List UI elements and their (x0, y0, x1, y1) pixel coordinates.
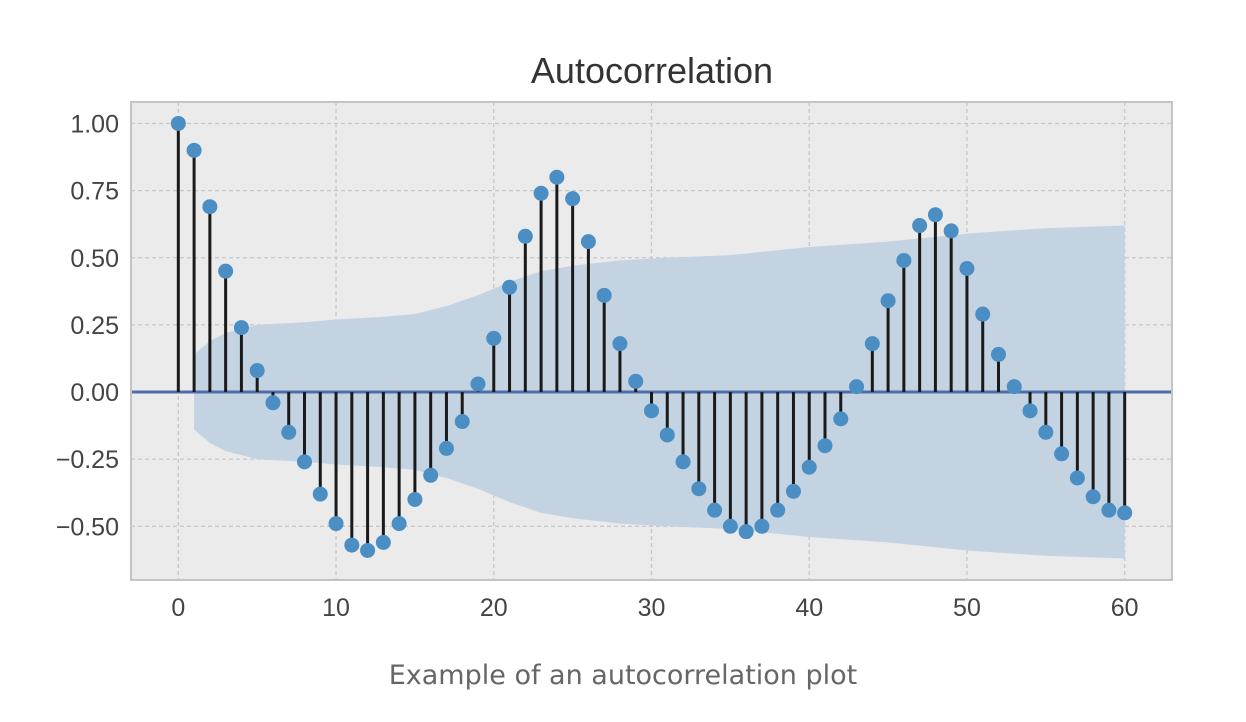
y-tick-label: −0.25 (56, 446, 119, 474)
marker-lag-22 (517, 228, 533, 244)
marker-lag-11 (344, 537, 360, 553)
marker-lag-48 (927, 207, 943, 223)
figure-caption: Example of an autocorrelation plot (388, 660, 858, 691)
x-tick-label: 50 (953, 594, 981, 622)
stems (176, 123, 1127, 551)
marker-lag-51 (975, 306, 991, 322)
marker-lag-7 (281, 424, 297, 440)
y-axis-ticks: 1.00 0.75 0.50 0.25 0.00 −0.25 −0.50 (56, 110, 119, 541)
marker-lag-50 (959, 260, 975, 276)
marker-lag-49 (943, 223, 959, 239)
x-tick-label: 60 (1111, 594, 1139, 622)
marker-lag-37 (754, 518, 770, 534)
marker-lag-31 (659, 427, 675, 443)
marker-lag-54 (1022, 403, 1038, 419)
marker-lag-34 (707, 502, 723, 518)
marker-lag-53 (1006, 379, 1022, 395)
marker-lag-60 (1117, 505, 1133, 521)
x-tick-label: 30 (638, 594, 666, 622)
marker-lag-46 (896, 252, 912, 268)
marker-lag-56 (1054, 446, 1070, 462)
y-tick-label: 0.75 (70, 178, 119, 206)
x-axis-ticks: 0 10 20 30 40 50 60 (171, 594, 1138, 622)
marker-lag-39 (785, 483, 801, 499)
marker-lag-30 (644, 403, 659, 419)
marker-lag-14 (391, 516, 407, 532)
marker-lag-16 (423, 467, 439, 483)
marker-lag-17 (438, 440, 454, 456)
marker-lag-36 (738, 524, 754, 540)
marker-lag-27 (596, 287, 612, 303)
autocorrelation-chart: Autocorrelation 1.00 0.75 0.50 0.25 0.00 −0.2… (56, 50, 1173, 622)
marker-lag-10 (328, 516, 344, 532)
marker-lag-52 (991, 346, 1006, 362)
y-tick-label: 1.00 (70, 110, 119, 138)
chart-title: Autocorrelation (531, 50, 773, 91)
marker-lag-32 (675, 454, 691, 470)
marker-lag-43 (849, 379, 865, 395)
x-tick-label: 10 (322, 594, 350, 622)
marker-lag-9 (312, 486, 328, 502)
marker-lag-57 (1069, 470, 1085, 486)
y-tick-label: −0.50 (56, 513, 119, 541)
x-tick-label: 0 (171, 594, 185, 622)
y-tick-label: 0.50 (70, 245, 119, 273)
marker-lag-59 (1101, 502, 1117, 518)
marker-lag-12 (360, 542, 376, 558)
marker-lag-2 (202, 199, 218, 215)
marker-lag-5 (249, 363, 265, 379)
marker-lag-21 (502, 279, 518, 295)
marker-lag-29 (628, 373, 644, 389)
marker-lag-26 (580, 234, 596, 250)
marker-lag-25 (565, 191, 581, 207)
marker-lag-4 (233, 320, 249, 336)
marker-lag-33 (691, 481, 707, 497)
marker-lag-24 (549, 169, 565, 185)
marker-lag-8 (297, 454, 312, 470)
marker-lag-3 (218, 263, 234, 279)
marker-lag-55 (1038, 424, 1054, 440)
marker-lag-19 (470, 376, 486, 392)
marker-lag-6 (265, 395, 281, 411)
y-tick-label: 0.00 (70, 379, 119, 407)
marker-lag-40 (801, 459, 817, 475)
marker-lag-44 (864, 336, 880, 352)
marker-lag-42 (833, 411, 849, 427)
plot-frame (130, 101, 1173, 581)
marker-lag-28 (612, 336, 628, 352)
marker-lag-0 (170, 115, 186, 131)
marker-lag-13 (375, 534, 391, 550)
marker-lag-38 (770, 502, 786, 518)
marker-lag-1 (186, 142, 202, 158)
marker-lag-35 (722, 518, 738, 534)
marker-lag-18 (454, 414, 470, 430)
marker-lag-45 (880, 293, 896, 309)
marker-lag-20 (486, 330, 502, 346)
markers (170, 115, 1133, 558)
marker-lag-41 (817, 438, 833, 454)
x-tick-label: 20 (480, 594, 508, 622)
y-tick-label: 0.25 (70, 312, 119, 340)
marker-lag-47 (912, 218, 928, 234)
marker-lag-15 (407, 491, 423, 507)
marker-lag-23 (533, 185, 549, 201)
marker-lag-58 (1085, 489, 1101, 505)
x-tick-label: 40 (795, 594, 823, 622)
